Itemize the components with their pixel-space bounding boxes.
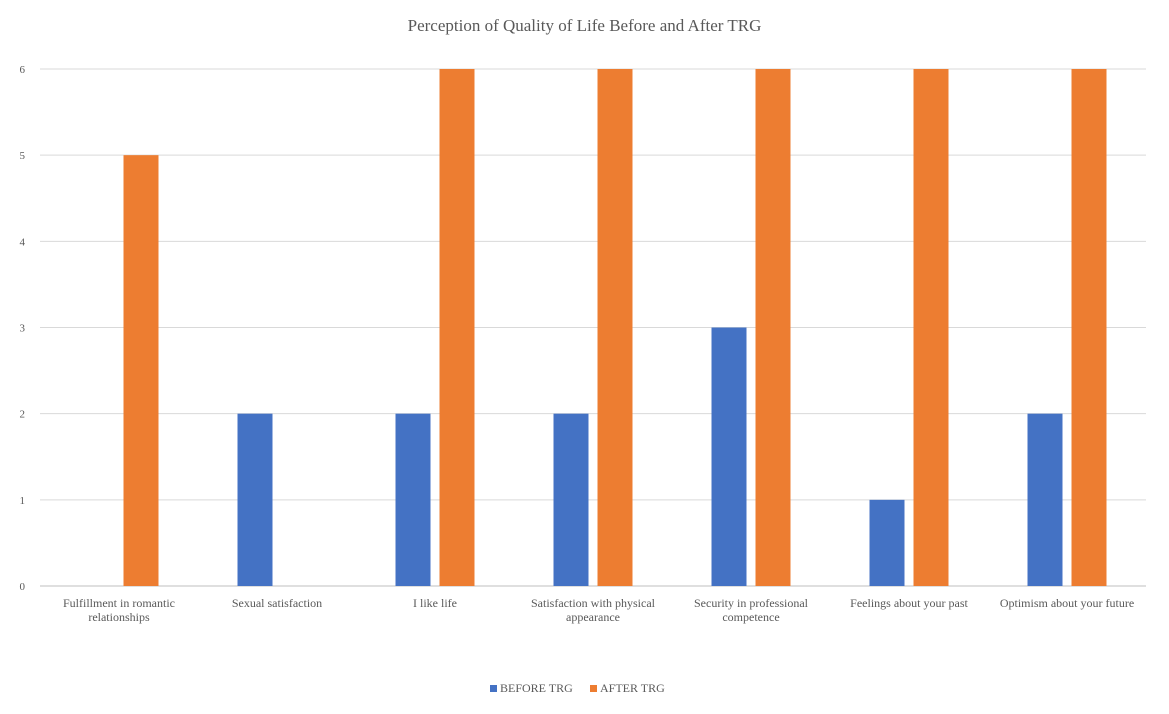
bar-after-trg <box>1071 69 1107 586</box>
x-tick-label: appearance <box>566 610 620 624</box>
bar-before-trg <box>1027 413 1063 586</box>
x-tick-label: Security in professional <box>694 596 809 610</box>
bar-after-trg <box>597 69 633 586</box>
x-tick-label: Feelings about your past <box>850 596 968 610</box>
bar-before-trg <box>869 499 905 586</box>
x-tick-label: Optimism about your future <box>1000 596 1134 610</box>
bar-before-trg <box>711 327 747 586</box>
y-tick-label: 1 <box>20 495 26 507</box>
legend-swatch <box>490 685 497 692</box>
legend-label: AFTER TRG <box>600 681 665 695</box>
legend-label: BEFORE TRG <box>500 681 573 695</box>
bar-after-trg <box>755 69 791 586</box>
x-tick-label: Fulfillment in romantic <box>63 596 175 610</box>
x-tick-label: relationships <box>88 610 150 624</box>
x-tick-label: competence <box>722 610 779 624</box>
y-tick-label: 6 <box>20 64 26 76</box>
y-axis-ticks: 0 1 2 3 4 5 6 <box>20 64 26 593</box>
legend-swatch <box>590 685 597 692</box>
x-tick-label: Satisfaction with physical <box>531 596 656 610</box>
bar-after-trg <box>123 155 159 586</box>
y-tick-label: 0 <box>20 581 26 593</box>
bar-before-trg <box>237 413 273 586</box>
x-tick-label: I like life <box>413 596 457 610</box>
bars <box>123 69 1107 586</box>
y-tick-label: 2 <box>20 409 26 421</box>
bar-before-trg <box>553 413 589 586</box>
gridlines <box>40 68 1146 587</box>
y-tick-label: 3 <box>20 323 26 335</box>
y-tick-label: 5 <box>20 150 26 162</box>
y-tick-label: 4 <box>20 236 26 248</box>
bar-after-trg <box>439 69 475 586</box>
bar-after-trg <box>913 69 949 586</box>
legend: BEFORE TRG AFTER TRG <box>490 681 665 695</box>
x-tick-label: Sexual satisfaction <box>232 596 322 610</box>
chart-title: Perception of Quality of Life Before and… <box>408 16 762 35</box>
bar-before-trg <box>395 413 431 586</box>
